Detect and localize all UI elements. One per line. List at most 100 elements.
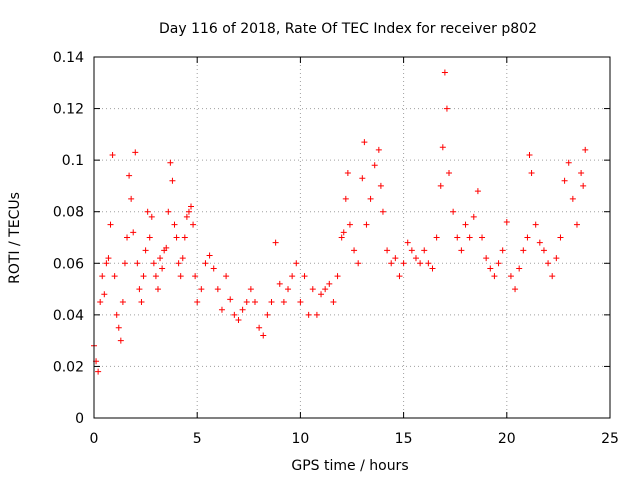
data-point xyxy=(159,265,166,272)
data-point xyxy=(545,260,552,267)
data-point xyxy=(561,177,568,184)
data-point xyxy=(474,188,481,195)
data-point xyxy=(231,311,238,318)
data-point xyxy=(573,221,580,228)
data-point xyxy=(454,234,461,241)
x-tick-label: 25 xyxy=(601,431,619,447)
data-point xyxy=(223,273,230,280)
data-point xyxy=(175,260,182,267)
data-point xyxy=(367,195,374,202)
plot-frame xyxy=(93,56,611,419)
data-point xyxy=(297,298,304,305)
data-point xyxy=(256,324,263,331)
data-point xyxy=(433,234,440,241)
data-point xyxy=(190,221,197,228)
data-point xyxy=(97,298,104,305)
data-point xyxy=(181,234,188,241)
data-point xyxy=(154,286,161,293)
data-point xyxy=(101,291,108,298)
data-point xyxy=(272,239,279,246)
data-point xyxy=(516,265,523,272)
data-point xyxy=(214,286,221,293)
data-point xyxy=(111,273,118,280)
data-point xyxy=(183,213,190,220)
data-point xyxy=(119,298,126,305)
data-point xyxy=(355,260,362,267)
data-point xyxy=(169,177,176,184)
data-point xyxy=(194,298,201,305)
data-point xyxy=(210,265,217,272)
data-point xyxy=(264,311,271,318)
data-point xyxy=(384,247,391,254)
data-point xyxy=(326,280,333,287)
data-point xyxy=(507,273,514,280)
data-point xyxy=(491,273,498,280)
data-point xyxy=(140,273,147,280)
data-point xyxy=(404,239,411,246)
data-point xyxy=(117,337,124,344)
y-tick-label: 0.08 xyxy=(53,205,84,221)
data-point xyxy=(251,298,258,305)
data-point xyxy=(206,252,213,259)
data-point xyxy=(580,182,587,189)
data-point xyxy=(152,273,159,280)
data-point xyxy=(443,105,450,112)
data-point xyxy=(171,221,178,228)
data-point xyxy=(280,298,287,305)
data-point xyxy=(536,239,543,246)
data-point xyxy=(520,247,527,254)
data-point xyxy=(126,172,133,179)
data-point xyxy=(549,273,556,280)
data-point xyxy=(121,260,128,267)
data-point xyxy=(388,260,395,267)
data-point xyxy=(524,234,531,241)
data-point xyxy=(375,146,382,153)
data-point xyxy=(540,247,547,254)
data-point xyxy=(344,170,351,177)
data-point xyxy=(340,229,347,236)
data-point xyxy=(136,286,143,293)
data-point xyxy=(437,182,444,189)
data-point xyxy=(165,208,172,215)
data-point xyxy=(103,260,110,267)
data-point xyxy=(322,286,329,293)
data-point xyxy=(105,255,112,262)
data-point xyxy=(412,255,419,262)
data-point xyxy=(239,306,246,313)
data-point xyxy=(379,208,386,215)
data-point xyxy=(338,234,345,241)
x-axis-label: GPS time / hours xyxy=(291,458,408,474)
data-point xyxy=(359,175,366,182)
data-point xyxy=(487,265,494,272)
data-point xyxy=(578,170,585,177)
data-point xyxy=(192,273,199,280)
data-point xyxy=(512,286,519,293)
data-point xyxy=(462,221,469,228)
data-point xyxy=(293,260,300,267)
data-point xyxy=(532,221,539,228)
data-point xyxy=(569,195,576,202)
data-point xyxy=(99,273,106,280)
data-point xyxy=(351,247,358,254)
data-point xyxy=(163,244,170,251)
data-point xyxy=(439,144,446,151)
data-point xyxy=(392,255,399,262)
y-tick-label: 0.04 xyxy=(53,308,84,324)
data-point xyxy=(268,298,275,305)
data-point xyxy=(305,311,312,318)
axis-ticks: 0 0.02 0.04 0.06 0.08 0.1 0.12 0.14 0 5 10 15 20 25 xyxy=(53,50,619,447)
y-tick-label: 0.02 xyxy=(53,359,84,375)
chart-title: Day 116 of 2018, Rate Of TEC Index for r… xyxy=(159,21,537,37)
data-point xyxy=(146,234,153,241)
data-point xyxy=(134,260,141,267)
data-point xyxy=(144,208,151,215)
data-point xyxy=(235,317,242,324)
data-point xyxy=(479,234,486,241)
data-point xyxy=(109,151,116,158)
data-point xyxy=(377,182,384,189)
data-point xyxy=(441,69,448,76)
data-point xyxy=(483,255,490,262)
data-point xyxy=(301,273,308,280)
data-point xyxy=(260,332,267,339)
data-point xyxy=(276,280,283,287)
